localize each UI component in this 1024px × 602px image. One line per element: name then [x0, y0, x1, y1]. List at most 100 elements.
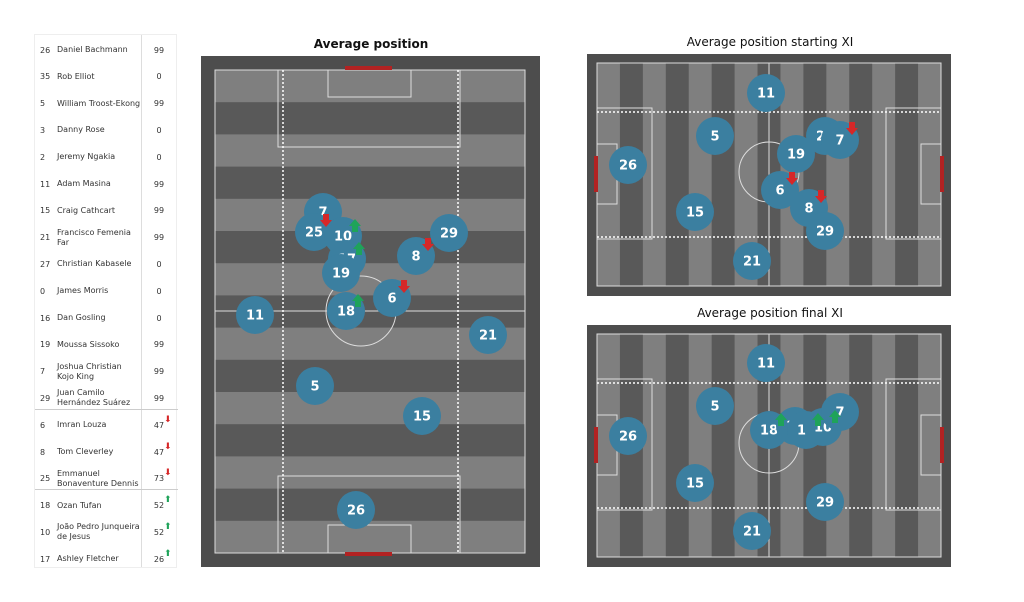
- minutes-played: 0: [156, 259, 162, 269]
- player-name: Joshua Christian Kojo King: [57, 361, 122, 381]
- player-number: 10: [40, 527, 51, 537]
- player-name: Daniel Bachmann: [57, 45, 128, 54]
- pitch-stripe: [642, 334, 667, 557]
- player-marker-26: [337, 491, 375, 529]
- player-number: 5: [40, 99, 46, 109]
- minutes-played: 0: [156, 125, 162, 135]
- sub-on-arrow-icon: [775, 413, 787, 426]
- pitch-stripe: [215, 359, 525, 393]
- table-row: 0 James Morris 0: [35, 278, 178, 304]
- player-number: 25: [40, 474, 51, 484]
- player-name: Craig Cathcart: [57, 205, 116, 215]
- pitch-stripe: [895, 334, 919, 557]
- sub-on-arrow-icon: [829, 410, 841, 423]
- minutes-played: 0: [156, 286, 162, 296]
- table-row: 16 Dan Gosling 0: [35, 305, 178, 331]
- pitch-stripe: [780, 334, 804, 557]
- group-divider: [35, 409, 178, 410]
- player-marker-19: [777, 135, 815, 173]
- player-number: 8: [40, 447, 46, 457]
- table-row: 35 Rob Elliot 0: [35, 64, 178, 90]
- pitch-stripe: [849, 63, 873, 286]
- pitch-stripe: [711, 334, 736, 557]
- player-name: Christian Kabasele: [57, 259, 132, 269]
- pitch-stripe: [215, 263, 525, 296]
- table-row: 8 Tom Cleverley 47 ⬇: [35, 439, 178, 465]
- pitch-stripe: [215, 520, 525, 554]
- sub-off-arrow-icon: [422, 238, 434, 251]
- pitch-stripe: [215, 392, 525, 425]
- player-number-label: 18: [760, 424, 778, 439]
- player-name: João Pedro Junqueira de Jesus: [57, 522, 140, 542]
- player-name: Danny Rose: [57, 125, 105, 135]
- table-row: 27 Christian Kabasele 0: [35, 251, 178, 277]
- table-row: 2 Jeremy Ngakia 0: [35, 144, 178, 170]
- minutes-played: 99: [153, 99, 165, 109]
- pitch-stripe: [215, 134, 525, 168]
- minutes-played: 99: [153, 367, 165, 377]
- goal: [345, 552, 392, 556]
- player-marker-21: [469, 316, 507, 354]
- player-marker-5: [296, 367, 334, 405]
- minutes-played: 0: [156, 152, 162, 162]
- player-name: Tom Cleverley: [57, 447, 114, 456]
- player-marker-15: [676, 464, 714, 502]
- player-minutes-table: 26 Daniel Bachmann 99 35 Rob Elliot 0 5 William…: [34, 34, 178, 568]
- player-name: James Morris: [57, 286, 109, 296]
- minutes-played: 52 ⬆: [153, 521, 172, 537]
- player-number: 26: [40, 45, 51, 55]
- pitch-stripe: [597, 334, 621, 557]
- player-marker-21: [733, 512, 771, 550]
- minutes-played: 99: [153, 340, 165, 350]
- player-number-label: 15: [686, 206, 704, 221]
- pitch-stripe: [215, 198, 525, 232]
- player-marker-5: [696, 117, 734, 155]
- minutes-played: 99: [153, 45, 165, 55]
- sub-on-arrow-icon: [349, 219, 361, 232]
- player-number-label: 6: [387, 292, 396, 307]
- sub-on-arrow-icon: ⬆: [164, 521, 172, 532]
- player-name: Ashley Fletcher: [57, 554, 119, 564]
- player-name: Juan Camilo Hernández Suárez: [57, 388, 131, 408]
- goal: [345, 66, 392, 70]
- player-number-label: 11: [757, 87, 775, 102]
- sub-off-arrow-icon: ⬇: [164, 441, 172, 452]
- player-marker-19: [322, 254, 360, 292]
- minutes-played: 47 ⬇: [153, 441, 172, 457]
- player-number-label: 21: [479, 329, 497, 344]
- pitch-stripe: [826, 63, 850, 286]
- minutes-played: 52 ⬆: [153, 495, 172, 511]
- player-name: Imran Louza: [57, 420, 107, 430]
- pitch-stripe: [872, 334, 896, 557]
- player-number: 6: [40, 420, 46, 430]
- sub-off-arrow-icon: [846, 122, 858, 135]
- pitch-stripe: [826, 334, 850, 557]
- player-number-label: 15: [413, 410, 431, 425]
- player-number-label: 29: [816, 496, 834, 511]
- minutes-played: 99: [153, 179, 165, 189]
- sub-on-arrow-icon: ⬆: [164, 495, 172, 506]
- player-number-label: 8: [411, 250, 420, 265]
- player-number: 7: [40, 367, 46, 377]
- pitch-stripe: [642, 63, 667, 286]
- player-number: 3: [40, 125, 46, 135]
- player-marker-29: [430, 214, 468, 252]
- player-number-label: 26: [619, 430, 637, 445]
- pitch-stripe: [688, 334, 713, 557]
- pitch-stripe: [918, 334, 942, 557]
- minutes-played: 26 ⬆: [153, 548, 172, 564]
- table-row: 19 Moussa Sissoko 99: [35, 332, 178, 358]
- player-number-label: 21: [743, 255, 761, 270]
- player-number: 29: [40, 393, 51, 403]
- player-number-label: 5: [710, 130, 719, 145]
- player-number: 19: [40, 340, 51, 350]
- table-row: 7 Joshua Christian Kojo King 99: [35, 359, 178, 385]
- pitch-stripe: [688, 63, 713, 286]
- player-name: Jeremy Ngakia: [57, 152, 116, 162]
- player-marker-5: [696, 387, 734, 425]
- minutes-played: 0: [156, 313, 162, 323]
- table-row: 10 João Pedro Junqueira de Jesus 52 ⬆: [35, 519, 178, 545]
- player-number-label: 11: [246, 309, 264, 324]
- goal: [940, 427, 944, 463]
- player-marker-29: [806, 212, 844, 250]
